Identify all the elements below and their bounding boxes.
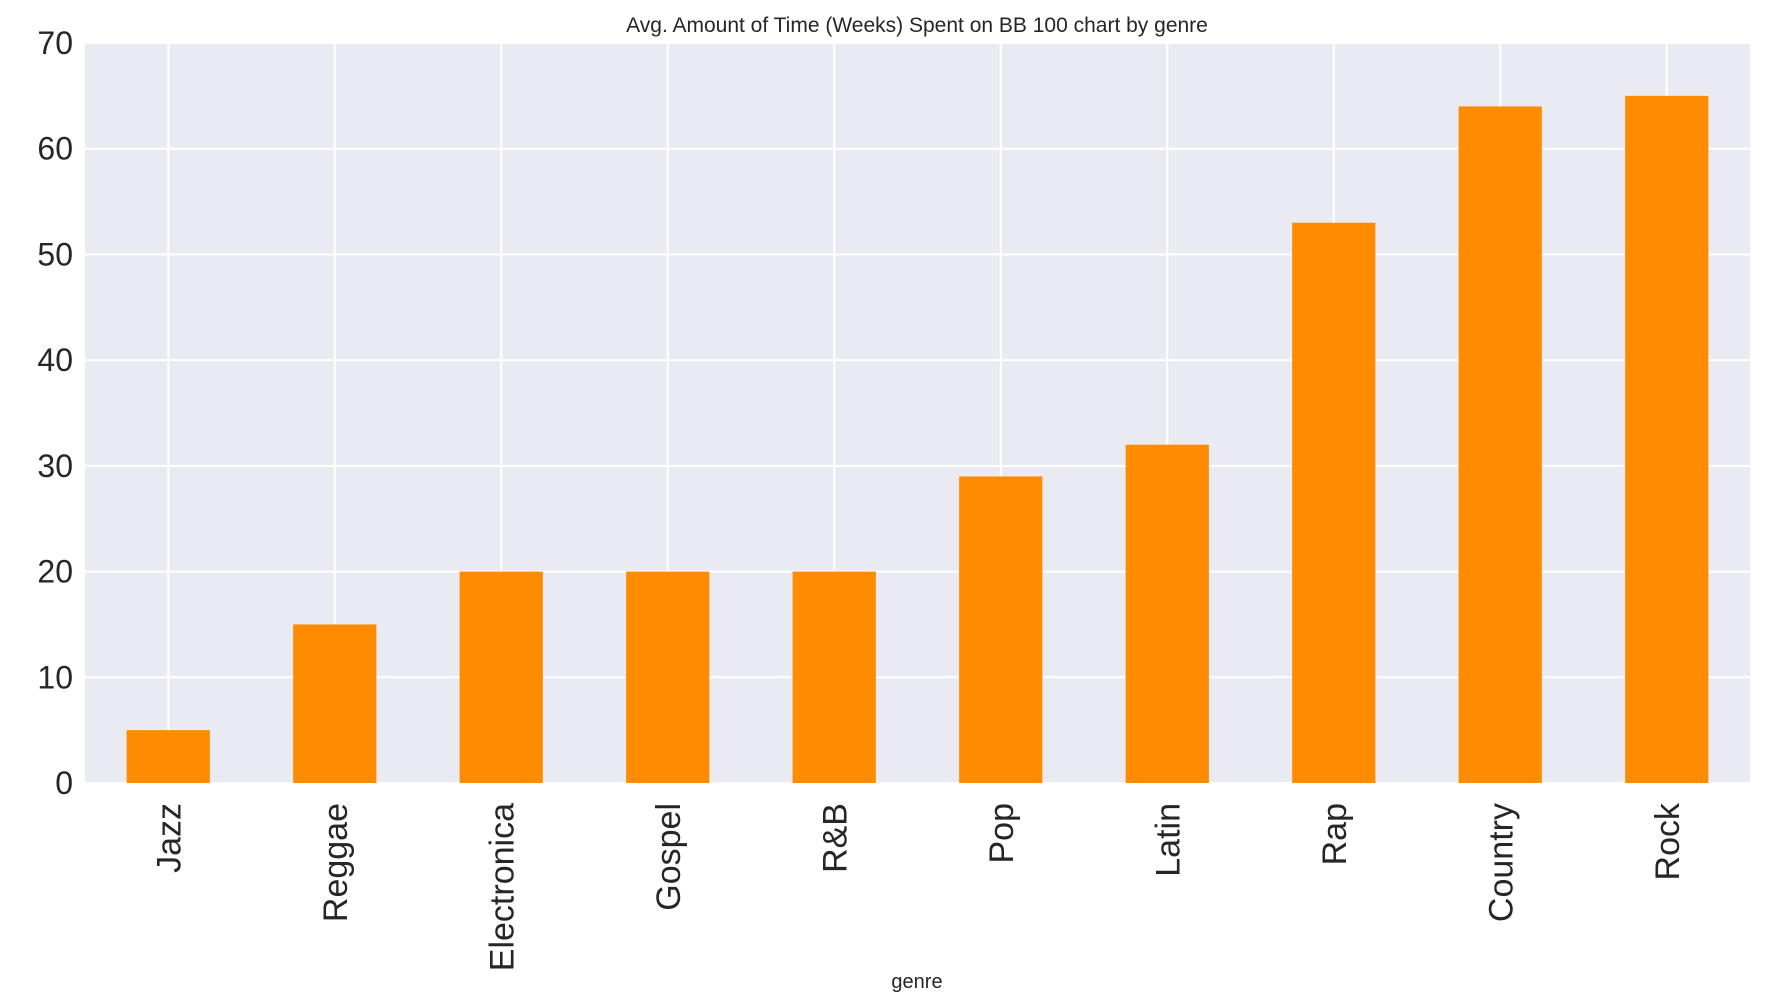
bar-gospel	[626, 571, 710, 783]
x-tick-label: Electronica	[483, 803, 521, 971]
x-tick-label: R&B	[816, 803, 854, 873]
y-tick-label: 30	[37, 448, 73, 484]
x-tick-label: Reggae	[317, 803, 355, 922]
chart-title: Avg. Amount of Time (Weeks) Spent on BB …	[626, 14, 1208, 37]
x-tick-labels: Jazz Reggae Electronica Gospel R&B Pop Latin Ra…	[150, 802, 1687, 971]
bar-r-b	[792, 571, 876, 783]
x-axis-label: genre	[891, 971, 942, 993]
x-tick-label: Gospel	[650, 803, 688, 911]
y-tick-label: 40	[37, 342, 73, 378]
bar-rock	[1625, 95, 1709, 784]
bar-pop	[959, 476, 1043, 783]
bar-reggae	[293, 624, 377, 783]
x-tick-label: Rock	[1649, 802, 1687, 880]
bar-jazz	[126, 730, 210, 783]
y-tick-label: 50	[37, 236, 73, 272]
x-tick-label: Rap	[1316, 803, 1354, 865]
bar-country	[1458, 106, 1542, 783]
x-tick-label: Latin	[1149, 803, 1187, 877]
bar-electronica	[459, 571, 543, 783]
y-tick-label: 70	[37, 25, 73, 61]
y-tick-label: 60	[37, 131, 73, 167]
x-tick-label: Pop	[983, 803, 1021, 864]
bar-rap	[1292, 222, 1376, 783]
y-tick-label: 0	[55, 765, 73, 801]
y-tick-label: 20	[37, 554, 73, 590]
bars	[126, 95, 1709, 784]
y-tick-labels: 0 10 20 30 40 50 60 70	[37, 25, 73, 801]
x-tick-label: Country	[1482, 803, 1520, 922]
y-tick-label: 10	[37, 659, 73, 695]
x-tick-label: Jazz	[150, 803, 188, 873]
bar-latin	[1125, 444, 1209, 783]
